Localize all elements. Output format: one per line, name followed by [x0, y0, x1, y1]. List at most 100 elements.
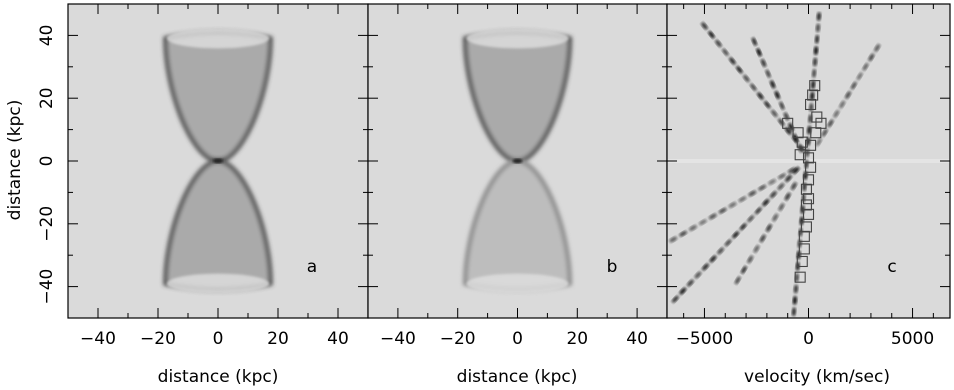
panel-c-streak: [669, 167, 796, 243]
panel-a-xtick-label: 40: [327, 329, 349, 349]
panel-c-marker: [805, 139, 817, 151]
panel-c-streak-blob: [784, 127, 792, 135]
panel-c-streak: [815, 43, 881, 147]
panel-c-streak-blob: [772, 213, 779, 222]
panel-c-streak-blob: [793, 284, 799, 294]
panel-c-marker: [802, 193, 815, 205]
panel-c-streak-blob: [728, 202, 737, 208]
panel-a-lower-lobe-cap: [166, 273, 270, 294]
panel-c-zero-band: [667, 159, 950, 163]
panel-c-streak-blob: [774, 90, 780, 100]
panel-c-streak-blob: [764, 100, 771, 109]
panel-c-streak-blob: [669, 236, 678, 243]
panel-a-waist: [213, 158, 223, 164]
panel-c-streak-blob: [702, 263, 709, 271]
panel-c-streak-blob: [856, 72, 863, 81]
panel-a-xlabel: distance (kpc): [158, 367, 279, 387]
panel-c-streak: [671, 166, 800, 303]
panel-c-streak-blob: [718, 207, 727, 214]
panel-c-marker: [805, 161, 817, 173]
panel-c-streak-blob: [797, 144, 803, 153]
panel-c-streak-blob: [813, 46, 819, 56]
panel-a-xtick-label: 20: [267, 329, 289, 349]
panel-c-streak-blob: [671, 295, 679, 303]
panel-c-streak-blob: [845, 91, 852, 100]
panel-c-marker: [794, 149, 806, 161]
panel-c-streak-blob: [686, 279, 694, 287]
panel-c-streak-blob: [758, 184, 767, 191]
panel-c-streak-blob: [821, 128, 828, 137]
panel-a-ytick-label: 0: [37, 156, 57, 167]
panel-c-streak-blob: [741, 265, 747, 274]
panel-c-streak-blob: [753, 244, 760, 253]
panel-c-marker: [798, 230, 810, 242]
panel-c: −5000 0 5000: [666, 3, 951, 349]
panel-a-ytick-label: 40: [37, 25, 57, 47]
panel-c-marker: [805, 98, 817, 111]
panel-b-upper-lobe-cap: [466, 28, 569, 49]
panel-c-marker: [807, 89, 819, 101]
panel-c-streak-blob: [827, 119, 834, 128]
panel-c-streak-blob: [756, 48, 762, 57]
panel-c-streak-blob: [750, 83, 757, 91]
panel-c-streak-blob: [778, 203, 785, 212]
panel-c-streak-blob: [736, 65, 743, 74]
panel-a-xtick-label: 0: [213, 329, 224, 349]
panel-c-streak-blob: [759, 234, 766, 243]
panel-c-marker: [802, 152, 815, 164]
panel-c-xtick-label: 5000: [891, 329, 934, 349]
panel-c-streak-blob: [722, 48, 729, 56]
panel-c-streak: [734, 182, 797, 285]
panel-c-streak-blob: [814, 34, 820, 44]
panel-c-streak-blob: [748, 190, 757, 197]
panel-b-xtick-label: −40: [380, 329, 416, 349]
panel-c-xtick-label: 0: [803, 329, 814, 349]
panel-c-streak-blob: [701, 22, 708, 30]
panel-c-streak-blob: [809, 91, 815, 101]
panel-c-streak-blob: [833, 109, 840, 118]
panel-c-marker: [782, 117, 794, 129]
panel-c-streak-blob: [812, 57, 818, 67]
panel-c-marker: [796, 136, 808, 148]
panel-c-streak-blob: [708, 30, 715, 39]
panel-c-streak-blob: [874, 43, 881, 52]
panel-c-streak-blob: [771, 109, 778, 118]
panel-c-streak-blob: [777, 182, 785, 191]
panel-b-letter: b: [607, 257, 618, 277]
panel-c-letter: c: [887, 257, 896, 277]
panel-c-streak-blob: [811, 68, 817, 78]
y-axis-label: distance (kpc): [5, 100, 25, 221]
panel-a-ytick-label: −20: [37, 206, 57, 242]
panel-a: −40 −20 0 20 40 −40 −20 0 20 40: [37, 3, 369, 349]
panel-b-lower-lobe-cap: [466, 273, 569, 294]
panel-c-streak-blob: [729, 57, 736, 65]
panel-a-upper-lobe-cap: [166, 28, 270, 49]
panel-c-streak-blob: [792, 295, 798, 305]
panel-c-streak-blob: [698, 219, 707, 226]
panel-c-streak-blob: [769, 190, 777, 199]
panel-c-streak-blob: [754, 207, 762, 215]
panel-b-waist: [512, 158, 523, 164]
panel-c-streak-blob: [762, 198, 770, 207]
panel-c-streak-blob: [799, 216, 804, 226]
panel-c-marker: [800, 199, 812, 211]
panel-c-streak-blob: [815, 23, 821, 33]
panel-a-ytick-label: 20: [37, 87, 57, 109]
panel-c-marker: [800, 221, 812, 233]
panel-c-streak-blob: [747, 255, 754, 264]
panel-c-streak-blob: [868, 53, 875, 62]
panel-c-streak-blob: [715, 39, 722, 48]
panel-c-streak-blob: [839, 100, 846, 109]
panel-c-streak-blob: [757, 92, 764, 100]
panel-c-streak-blob: [688, 225, 698, 231]
panel-c-streak-blob: [739, 223, 747, 231]
panel-c-streak-blob: [732, 231, 740, 239]
panel-c-streak-blob: [679, 230, 688, 237]
panel-c-marker: [802, 208, 815, 220]
panel-c-streak-blob: [738, 196, 747, 203]
panel-c-streak-blob: [694, 271, 702, 279]
panel-c-streak-blob: [765, 69, 771, 78]
panel-c-streak-blob: [803, 171, 808, 180]
panel-c-xtick-label: −5000: [676, 329, 734, 349]
